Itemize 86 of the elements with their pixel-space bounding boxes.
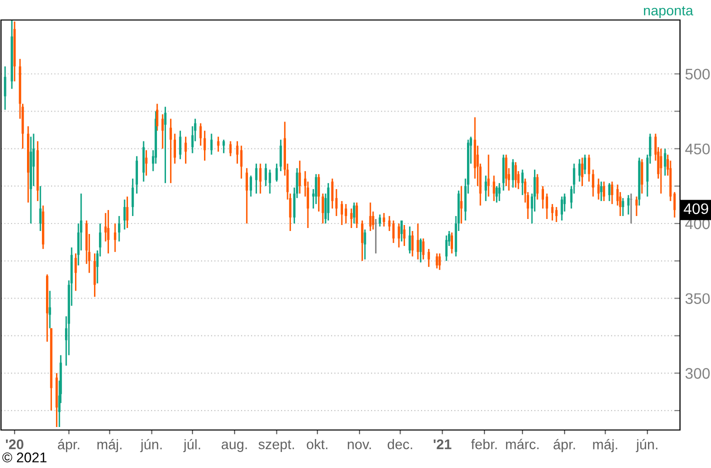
- y-tick-label: 300: [685, 368, 710, 379]
- candlestick: [422, 238, 424, 260]
- candlestick: [250, 174, 252, 198]
- candlestick: [496, 185, 498, 204]
- candlestick: [264, 162, 267, 187]
- candlestick: [627, 194, 630, 216]
- x-tick-label: dec.: [388, 439, 412, 450]
- candlestick: [259, 162, 262, 194]
- candlestick: [331, 178, 334, 210]
- x-tick-label: júl.: [183, 439, 200, 452]
- candlestick: [369, 202, 372, 232]
- candlestick: [276, 162, 278, 182]
- x-tick-label: nov.: [348, 442, 371, 450]
- candlestick: [600, 180, 602, 202]
- candlestick: [428, 248, 430, 268]
- x-tick-label: ápr.: [554, 439, 575, 452]
- candlestick: [74, 252, 77, 292]
- x-tick-label: okt.: [306, 439, 328, 450]
- candlestick: [132, 178, 134, 217]
- candlestick: [126, 196, 128, 229]
- candlestick: [340, 200, 344, 226]
- candlestick: [145, 149, 148, 176]
- candlestick: [118, 215, 120, 242]
- candlestick: [398, 222, 400, 248]
- x-tick-label: máj.: [593, 439, 618, 452]
- candlestick: [298, 160, 301, 194]
- candlestick: [498, 182, 501, 202]
- candlestick: [610, 180, 614, 205]
- x-tick-label: '21: [434, 439, 452, 450]
- candlestick: [268, 168, 272, 194]
- candlestick: [318, 173, 320, 212]
- chart-subtitle: naponta: [644, 6, 694, 18]
- annotation: 409: [684, 203, 708, 214]
- candlestick: [217, 136, 220, 152]
- y-tick-label: 450: [685, 144, 710, 154]
- candlestick: [400, 220, 403, 242]
- y-tick-label: 350: [685, 293, 710, 304]
- candlestick: [236, 140, 238, 164]
- candlestick: [460, 185, 463, 224]
- x-tick-label: ápr.: [58, 439, 80, 452]
- y-tick-label: 500: [685, 68, 710, 80]
- candlestick: [551, 203, 554, 222]
- candlestick: [403, 224, 406, 247]
- candlestick: [255, 162, 258, 194]
- candlestick: [408, 226, 411, 254]
- candlestick: [560, 196, 564, 222]
- candlestick: [39, 185, 42, 232]
- x-tick-label: jún.: [636, 439, 658, 452]
- x-tick-label: máj.: [97, 439, 122, 452]
- candlestick: [419, 238, 422, 264]
- candlestick: [322, 192, 324, 224]
- candlestick: [514, 161, 517, 188]
- candlestick: [174, 133, 176, 164]
- candlestick: [199, 122, 202, 146]
- candlestick: [608, 182, 611, 202]
- candlestick: [581, 156, 584, 187]
- candlestick: [388, 215, 391, 232]
- candlestick: [204, 130, 206, 162]
- x-tick-label: jún.: [140, 439, 162, 452]
- candlestick: [361, 220, 364, 262]
- candlestick: [170, 118, 172, 184]
- candlestick: [179, 130, 182, 160]
- candlestick: [450, 232, 454, 254]
- candlestick: [350, 208, 353, 229]
- candlestick: [184, 136, 187, 164]
- candlestick: [136, 155, 138, 194]
- candlestick: [94, 252, 96, 298]
- candlestick: [164, 106, 166, 184]
- x-tick-label: aug.: [222, 442, 247, 452]
- candlestick: [356, 202, 358, 229]
- candlestick: [222, 139, 225, 154]
- candlestick: [107, 209, 110, 254]
- candlestick: [240, 145, 243, 180]
- candlestick: [378, 214, 382, 228]
- x-tick-label: '20: [6, 439, 24, 450]
- candlestick: [505, 154, 508, 187]
- x-tick-label: szept.: [258, 440, 294, 452]
- candlestick: [280, 139, 282, 172]
- candlestick: [161, 114, 164, 150]
- candlestick: [246, 167, 248, 224]
- x-tick-label: márc.: [506, 438, 539, 450]
- candlestick: [438, 252, 441, 271]
- text: © 2021: [2, 452, 46, 462]
- candlestick: [542, 185, 544, 210]
- x-tick-label: febr.: [471, 439, 497, 450]
- candlestick: [484, 174, 487, 202]
